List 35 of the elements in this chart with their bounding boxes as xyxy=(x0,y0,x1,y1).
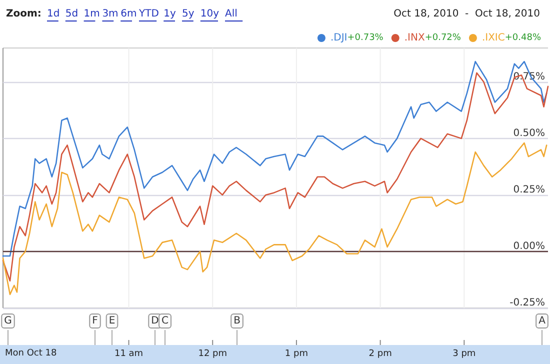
text: 1y xyxy=(164,8,176,20)
x-tick-label: 11 am xyxy=(114,349,144,359)
text: 5y xyxy=(182,8,194,20)
text: 10y xyxy=(200,8,220,20)
legend-label: .IXIC xyxy=(482,32,505,44)
text: 3m xyxy=(102,8,118,20)
text: Zoom: xyxy=(6,8,42,20)
text: A xyxy=(538,316,546,326)
x-tick-label: 12 pm xyxy=(198,349,228,359)
text: E xyxy=(108,316,116,326)
text: All xyxy=(225,8,238,20)
legend-label: .DJI xyxy=(330,32,348,44)
y-tick-label: -0.25% xyxy=(510,298,545,308)
text: G xyxy=(4,316,12,326)
text: +0.73% xyxy=(347,33,384,43)
x-tick-label: 1 pm xyxy=(284,349,308,359)
x-axis-title: Mon Oct 18 xyxy=(5,348,57,358)
text: +0.48% xyxy=(504,33,542,43)
text: +0.72% xyxy=(424,33,462,43)
text: 5d xyxy=(65,8,78,20)
y-tick-label: 0.00% xyxy=(513,240,545,252)
legend-label: .INX xyxy=(404,32,425,44)
y-tick-label: 0.50% xyxy=(513,128,545,139)
text: 1m xyxy=(84,8,100,20)
text: F xyxy=(92,316,98,326)
text: D xyxy=(151,316,160,326)
text: B xyxy=(234,316,241,326)
text: YTD xyxy=(138,8,160,20)
text: 6m xyxy=(120,8,137,20)
chart-subtitle: Oct 18, 2010 - Oct 18, 2010 xyxy=(394,8,540,20)
x-tick-label: 3 pm xyxy=(452,349,476,359)
text: C xyxy=(162,316,169,326)
x-tick-label: 2 pm xyxy=(368,349,392,359)
text: 1d xyxy=(47,8,60,20)
y-tick-label: 0.25% xyxy=(513,184,545,196)
